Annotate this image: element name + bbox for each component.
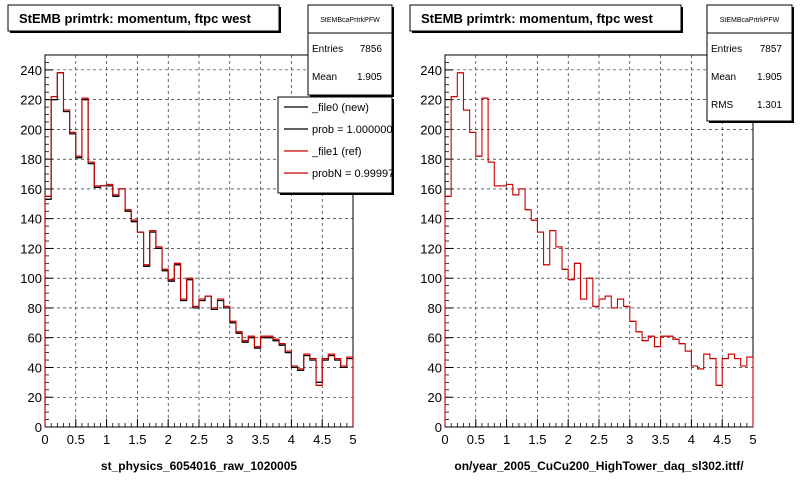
legend-entries: _file0 (new) prob = 1.000000 _file1 (ref) p… [284,102,400,180]
stats-value: 1.905 [757,72,782,83]
y-tick-label: 220 [20,93,42,108]
x-tick-label: 3 [226,432,233,447]
title-box [7,4,280,32]
stats-label: Mean [711,72,736,83]
y-tick-label: 160 [420,182,442,197]
y-tick-label: 180 [420,152,442,167]
y-tick-label: 0 [435,420,442,435]
y-tick-label: 100 [20,271,42,286]
x-tick-label: 0 [441,432,448,447]
stats-value: 1.301 [757,100,782,111]
y-tick-label: 60 [28,331,42,346]
x-tick-label: 5 [749,432,756,447]
stats-label: Mean [312,72,337,83]
stats-label: Entries [312,44,343,55]
y-tick-label: 200 [20,122,42,137]
y-tick-label: 40 [428,360,442,375]
y-tick-label: 160 [20,182,42,197]
y-tick-label: 240 [20,63,42,78]
legend: _file0 (new) prob = 1.000000 _file1 (ref) p… [277,96,400,195]
x-tick-label: 1 [503,432,510,447]
x-tick-label: 2 [565,432,572,447]
x-tick-label: 5 [349,432,356,447]
x-tick-label: 0.5 [67,432,85,447]
legend-label: _file1 (ref) [311,146,362,158]
chart-title: StEMB primtrk: momentum, ftpc west [421,11,654,26]
histogram-line [444,72,754,427]
stats-label: Entries [711,44,742,55]
y-tick-label: 80 [28,301,42,316]
x-tick-label: 1.5 [528,432,546,447]
stats-value: 1.905 [357,72,382,83]
x-tick-label: 2.5 [190,432,208,447]
x-tick-label: 0 [41,432,48,447]
stats-name: StEMBcaPrtrkPFW [320,17,380,24]
y-tick-label: 100 [420,271,442,286]
y-tick-label: 0 [35,420,42,435]
y-tick-label: 80 [428,301,442,316]
histogram-series [44,72,354,427]
y-tick-label: 200 [420,122,442,137]
x-tick-label: 3.5 [652,432,670,447]
x-tick-label: 3.5 [252,432,270,447]
y-tick-label: 140 [420,212,442,227]
y-tick-label: 240 [420,63,442,78]
x-tick-label: 2.5 [590,432,608,447]
stats-box [706,4,793,122]
stats-value: 7856 [360,44,383,55]
y-tick-label: 60 [428,331,442,346]
y-tick-label: 180 [20,152,42,167]
y-tick-label: 40 [28,360,42,375]
x-tick-label: 4 [288,432,295,447]
y-tick-label: 20 [428,390,442,405]
x-axis-label: on/year_2005_CuCu200_HighTower_daq_sl302… [454,459,744,473]
legend-label: probN = 0.999974 [312,168,400,180]
y-tick-label: 20 [28,390,42,405]
chart-title: StEMB primtrk: momentum, ftpc west [19,11,252,26]
x-tick-label: 1 [103,432,110,447]
legend-box [277,96,393,194]
x-tick-label: 1.5 [128,432,146,447]
x-tick-label: 4.5 [313,432,331,447]
legend-label: prob = 1.000000 [312,124,392,136]
y-tick-label: 120 [420,241,442,256]
stats-value: 7857 [760,44,783,55]
legend-label: _file0 (new) [311,102,369,114]
histogram-panel-right: 0 0.5 1 1.5 2 2.5 3 3.5 4 4.5 5 0 20 40 60 80 100 120 140 1… [409,4,794,473]
stats-box [307,4,393,96]
x-tick-label: 2 [165,432,172,447]
stats-name: StEMBcaPrtrkPFW [720,17,780,24]
histogram-line [44,72,354,427]
y-tick-label: 120 [20,241,42,256]
x-axis-label: st_physics_6054016_raw_1020005 [101,459,297,473]
x-tick-label: 4.5 [713,432,731,447]
x-tick-label: 3 [626,432,633,447]
title-box [409,4,682,32]
y-tick-label: 220 [420,93,442,108]
x-tick-label: 0.5 [467,432,485,447]
histogram-panel-left: 0 0.5 1 1.5 2 2.5 3 3.5 4 4.5 5 0 20 40 60 80 100 120 140 1… [7,4,400,473]
histogram-series [444,72,754,427]
stats-label: RMS [711,100,734,111]
x-tick-label: 4 [688,432,695,447]
y-tick-label: 140 [20,212,42,227]
